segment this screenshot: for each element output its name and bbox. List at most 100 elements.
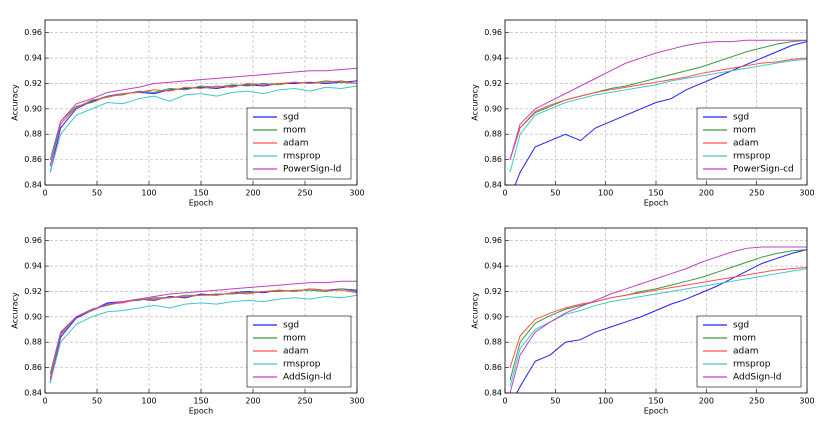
series-line <box>509 249 807 381</box>
legend-label: mom <box>283 334 306 344</box>
y-tick-label: 0.88 <box>24 130 42 139</box>
x-tick-label: 100 <box>141 189 156 198</box>
series-line <box>49 80 357 167</box>
plot-frame <box>44 19 358 186</box>
x-axis-label: Epoch <box>189 199 214 208</box>
legend-label: adam <box>733 347 759 357</box>
legend-label: sgd <box>733 113 749 123</box>
y-tick-label: 0.88 <box>484 338 502 347</box>
series-line <box>516 249 807 393</box>
y-tick-label: 0.96 <box>24 28 42 37</box>
x-tick-label: 50 <box>92 189 102 198</box>
y-tick-label: 0.84 <box>484 389 502 398</box>
legend-label: mom <box>283 126 306 136</box>
x-tick-label: 50 <box>92 397 102 406</box>
x-tick-label: 50 <box>550 189 560 198</box>
x-tick-label: 50 <box>550 397 560 406</box>
y-axis-label: Accuracy <box>11 84 20 121</box>
y-tick-label: 0.92 <box>24 287 42 296</box>
x-tick-label: 300 <box>799 189 814 198</box>
legend-label: mom <box>733 334 756 344</box>
y-tick-label: 0.92 <box>484 79 502 88</box>
legend-label: rmsprop <box>283 360 321 370</box>
x-tick-label: 300 <box>349 189 364 198</box>
legend-label: sgd <box>283 321 299 331</box>
y-tick-label: 0.88 <box>484 130 502 139</box>
x-tick-label: 100 <box>598 397 613 406</box>
subplot: 0.84 0.86 0.88 0.90 0.92 0.94 0.96 0 50 100 150 200… <box>11 227 365 416</box>
x-tick-label: 100 <box>598 189 613 198</box>
y-tick-label: 0.88 <box>24 338 42 347</box>
y-tick-label: 0.84 <box>24 389 42 398</box>
legend-label: PowerSign-cd <box>733 165 794 175</box>
legend-label: adam <box>283 347 309 357</box>
y-tick-label: 0.84 <box>24 181 42 190</box>
x-axis-label: Epoch <box>644 407 669 416</box>
x-tick-label: 250 <box>749 397 764 406</box>
y-tick-label: 0.86 <box>24 155 42 164</box>
x-tick-label: 250 <box>297 189 312 198</box>
y-tick-label: 0.84 <box>484 181 502 190</box>
x-tick-label: 100 <box>141 397 156 406</box>
x-tick-label: 300 <box>799 397 814 406</box>
legend-label: rmsprop <box>733 152 771 162</box>
legend-label: AddSign-ld <box>283 373 332 383</box>
x-tick-label: 0 <box>42 397 47 406</box>
series-line <box>49 67 357 167</box>
legend-label: adam <box>733 139 759 149</box>
plot-frame <box>44 227 358 394</box>
y-tick-label: 0.90 <box>484 104 502 113</box>
x-tick-label: 150 <box>193 189 208 198</box>
x-axis-label: Epoch <box>644 199 669 208</box>
plot-frame <box>504 227 808 394</box>
y-tick-label: 0.96 <box>24 236 42 245</box>
x-tick-label: 0 <box>502 397 507 406</box>
x-tick-label: 200 <box>245 397 260 406</box>
subplot: 0.84 0.86 0.88 0.90 0.92 0.94 0.96 0 50 100 150 200… <box>471 19 815 208</box>
x-tick-label: 250 <box>297 397 312 406</box>
series-line <box>509 58 807 173</box>
x-tick-label: 200 <box>699 189 714 198</box>
x-tick-label: 200 <box>245 189 260 198</box>
y-tick-label: 0.90 <box>24 104 42 113</box>
legend-label: adam <box>283 139 309 149</box>
legend-label: AddSign-ld <box>733 373 782 383</box>
y-tick-label: 0.90 <box>24 312 42 321</box>
series-line <box>514 41 807 185</box>
legend-label: rmsprop <box>733 360 771 370</box>
series-line <box>509 57 807 160</box>
y-tick-label: 0.86 <box>484 155 502 164</box>
y-tick-label: 0.94 <box>484 262 502 271</box>
series-line <box>509 266 807 368</box>
x-tick-label: 0 <box>42 189 47 198</box>
x-tick-label: 300 <box>349 397 364 406</box>
x-tick-label: 250 <box>749 189 764 198</box>
x-tick-label: 200 <box>699 397 714 406</box>
x-tick-label: 0 <box>502 189 507 198</box>
y-tick-label: 0.94 <box>24 262 42 271</box>
y-tick-label: 0.92 <box>484 287 502 296</box>
y-tick-label: 0.96 <box>484 28 502 37</box>
y-tick-label: 0.96 <box>484 236 502 245</box>
x-axis-label: Epoch <box>189 407 214 416</box>
legend-label: sgd <box>283 113 299 123</box>
series-line <box>49 280 357 381</box>
plot-frame <box>504 19 808 186</box>
y-axis-label: Accuracy <box>471 84 480 121</box>
y-tick-label: 0.86 <box>484 363 502 372</box>
y-tick-label: 0.94 <box>24 54 42 63</box>
x-tick-label: 150 <box>193 397 208 406</box>
subplot: 0.84 0.86 0.88 0.90 0.92 0.94 0.96 0 50 100 150 200… <box>11 19 365 208</box>
y-tick-label: 0.92 <box>24 79 42 88</box>
series-line <box>49 294 357 383</box>
series-line <box>509 246 807 393</box>
series-line <box>509 39 807 160</box>
legend-label: PowerSign-ld <box>283 165 341 175</box>
series-line <box>509 39 807 160</box>
series-line <box>49 85 357 173</box>
y-tick-label: 0.90 <box>484 312 502 321</box>
y-axis-label: Accuracy <box>11 292 20 329</box>
legend-label: rmsprop <box>283 152 321 162</box>
x-tick-label: 150 <box>648 189 663 198</box>
